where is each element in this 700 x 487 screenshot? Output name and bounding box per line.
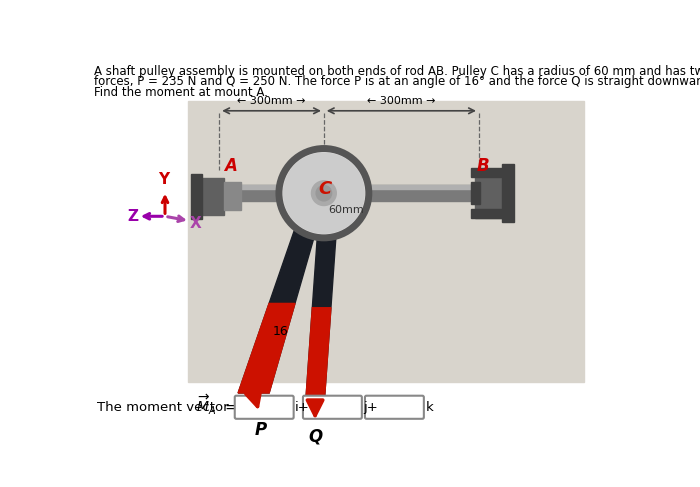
Bar (471, 168, 510, 177)
Text: X: X (190, 217, 202, 231)
FancyBboxPatch shape (234, 396, 294, 419)
Bar (239, 186, 479, 201)
Text: ← 300mm →: ← 300mm → (237, 96, 306, 106)
Polygon shape (238, 230, 316, 393)
Text: C: C (318, 180, 332, 198)
Text: 60mm: 60mm (328, 205, 364, 215)
Text: Find the moment at mount A.: Find the moment at mount A. (94, 86, 267, 99)
FancyBboxPatch shape (365, 396, 424, 419)
Text: =: = (224, 400, 237, 415)
Text: forces, P = 235 N and Q = 250 N. The force P is at an angle of 16° and the force: forces, P = 235 N and Q = 250 N. The for… (94, 75, 700, 88)
Text: 16: 16 (273, 325, 289, 338)
Polygon shape (306, 232, 336, 401)
Bar (471, 183, 480, 204)
Text: $\overrightarrow{M}_{A}$: $\overrightarrow{M}_{A}$ (196, 393, 216, 417)
Bar (475, 175, 506, 218)
Text: Y: Y (158, 172, 169, 187)
Text: Z: Z (127, 209, 138, 224)
Polygon shape (238, 303, 295, 393)
Text: A shaft pulley assembly is mounted on both ends of rod AB. Pulley C has a radius: A shaft pulley assembly is mounted on bo… (94, 65, 700, 77)
Text: k: k (426, 401, 433, 414)
Bar (239, 186, 479, 189)
Text: i+: i+ (295, 401, 310, 414)
Bar (195, 178, 224, 215)
Circle shape (284, 153, 364, 233)
Text: ← 300mm →: ← 300mm → (367, 96, 435, 106)
Bar (188, 101, 584, 382)
Circle shape (316, 186, 332, 201)
Circle shape (279, 149, 369, 238)
FancyBboxPatch shape (303, 396, 362, 419)
Polygon shape (306, 308, 331, 401)
Text: The moment vector is: The moment vector is (97, 401, 248, 414)
Bar (471, 208, 510, 218)
Circle shape (312, 181, 336, 206)
Bar (224, 183, 241, 210)
Bar (502, 164, 514, 222)
Text: j+: j+ (363, 401, 378, 414)
Text: A: A (225, 157, 237, 175)
Bar (190, 174, 202, 219)
Text: Q: Q (308, 428, 322, 446)
Text: B: B (477, 157, 489, 175)
Text: P: P (255, 421, 267, 439)
